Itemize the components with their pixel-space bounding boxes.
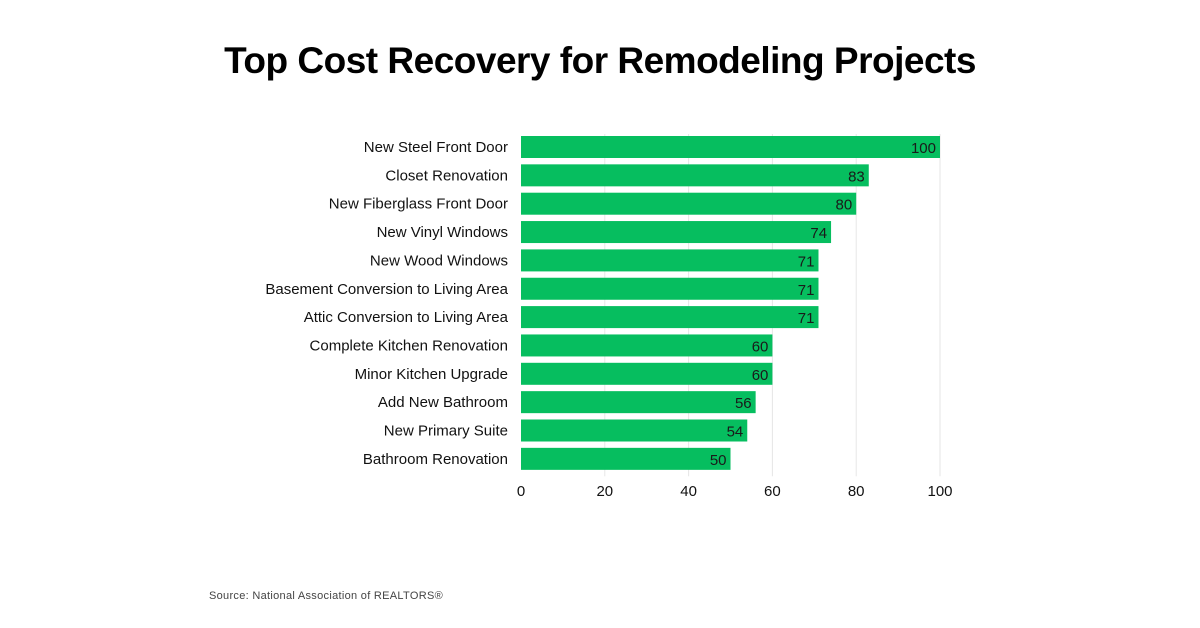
chart-title: Top Cost Recovery for Remodeling Project… bbox=[224, 40, 976, 81]
category-label: New Primary Suite bbox=[384, 423, 508, 440]
x-tick-label: 20 bbox=[596, 483, 613, 500]
bar bbox=[521, 192, 857, 215]
bar bbox=[521, 391, 756, 414]
x-tick-label: 100 bbox=[927, 483, 952, 500]
category-label: Bathroom Renovation bbox=[363, 451, 508, 468]
category-label: New Steel Front Door bbox=[364, 139, 508, 156]
category-label: Basement Conversion to Living Area bbox=[265, 281, 508, 298]
bar bbox=[521, 334, 773, 357]
x-tick-label: 40 bbox=[680, 483, 697, 500]
category-label: Minor Kitchen Upgrade bbox=[355, 366, 508, 383]
data-label: 71 bbox=[798, 282, 815, 299]
data-label: 50 bbox=[710, 452, 727, 469]
category-label: New Vinyl Windows bbox=[377, 224, 508, 241]
bar bbox=[521, 277, 819, 300]
x-tick-label: 60 bbox=[764, 483, 781, 500]
data-label: 80 bbox=[836, 197, 853, 214]
bar bbox=[521, 136, 940, 158]
data-label: 100 bbox=[911, 140, 936, 157]
category-label: Complete Kitchen Renovation bbox=[310, 337, 508, 354]
bar bbox=[521, 164, 869, 187]
category-label: New Wood Windows bbox=[370, 252, 508, 269]
x-tick-label: 0 bbox=[517, 483, 525, 500]
data-label: 71 bbox=[798, 310, 815, 327]
bar bbox=[521, 306, 819, 329]
bar bbox=[521, 221, 832, 244]
bar bbox=[521, 362, 773, 385]
category-label: Add New Bathroom bbox=[378, 394, 508, 411]
bar bbox=[521, 249, 819, 272]
data-label: 54 bbox=[727, 424, 744, 441]
data-label: 83 bbox=[848, 168, 865, 185]
x-tick-label: 80 bbox=[848, 483, 865, 500]
data-label: 56 bbox=[735, 395, 752, 412]
bar bbox=[521, 419, 748, 442]
category-label: Attic Conversion to Living Area bbox=[304, 309, 509, 326]
data-label: 71 bbox=[798, 253, 815, 270]
data-label: 60 bbox=[752, 338, 769, 355]
category-label: Closet Renovation bbox=[385, 167, 508, 184]
data-label: 60 bbox=[752, 367, 769, 384]
category-label: New Fiberglass Front Door bbox=[329, 196, 508, 213]
source-note: Source: National Association of REALTORS… bbox=[209, 590, 443, 602]
data-label: 74 bbox=[810, 225, 827, 242]
bar bbox=[521, 447, 731, 470]
